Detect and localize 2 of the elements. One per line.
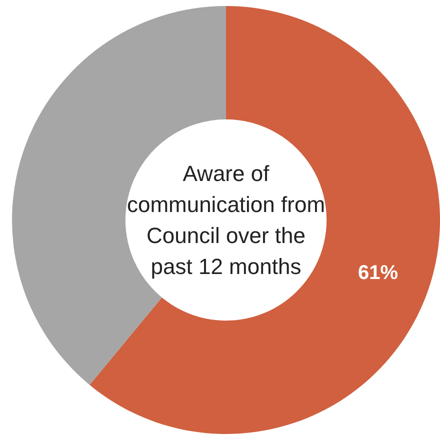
data-label: 61%	[358, 262, 398, 284]
text: Aware of communication from Council over the past 12 months	[126, 160, 326, 281]
